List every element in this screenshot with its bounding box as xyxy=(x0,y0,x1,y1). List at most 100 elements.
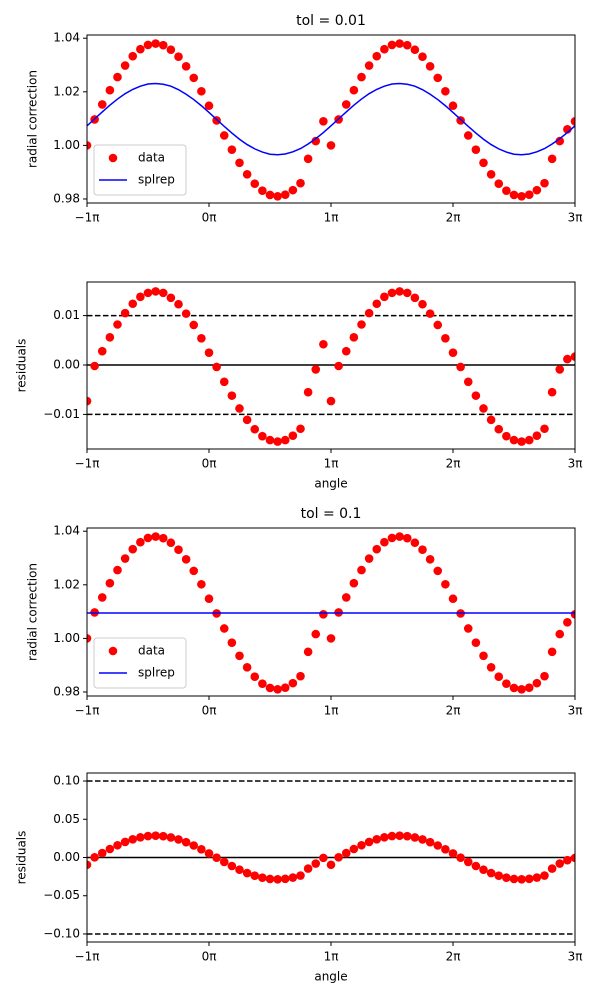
x-tick-label: 2π xyxy=(446,704,461,718)
x-tick-label: −1π xyxy=(75,950,100,964)
data-point xyxy=(258,431,267,441)
data-point xyxy=(273,874,282,884)
data-point xyxy=(349,844,359,854)
data-point xyxy=(143,40,153,50)
data-point xyxy=(402,533,412,543)
data-point xyxy=(509,190,519,200)
data-point xyxy=(204,348,214,357)
x-tick-label: 1π xyxy=(324,704,339,718)
data-point xyxy=(395,287,404,296)
data-point xyxy=(319,339,328,349)
x-tick-label: 3π xyxy=(568,704,583,718)
data-point xyxy=(136,537,145,547)
x-tick-label: 0π xyxy=(202,211,217,225)
data-point xyxy=(242,415,252,425)
data-point xyxy=(197,86,206,96)
data-point xyxy=(372,51,382,61)
data-point xyxy=(128,299,138,309)
data-point xyxy=(189,566,199,576)
y-tick-label: 1.04 xyxy=(53,31,80,45)
data-point xyxy=(494,179,504,189)
data-point xyxy=(341,848,351,858)
data-point xyxy=(319,116,328,126)
data-point xyxy=(288,431,298,440)
data-point xyxy=(235,865,244,875)
data-point xyxy=(433,566,443,576)
data-point xyxy=(158,40,168,50)
data-point xyxy=(334,361,343,371)
data-point xyxy=(143,831,153,841)
data-point xyxy=(524,435,534,445)
data-point xyxy=(471,391,481,400)
y-tick-label: −0.05 xyxy=(43,888,80,902)
data-point xyxy=(341,593,351,602)
data-point xyxy=(486,663,496,672)
data-point xyxy=(463,377,473,387)
data-point xyxy=(87,141,92,150)
data-point xyxy=(410,45,420,55)
x-tick-label: 0π xyxy=(202,704,217,718)
x-tick-label: 2π xyxy=(446,211,461,225)
data-point xyxy=(212,853,221,862)
data-point xyxy=(364,308,374,318)
data-point xyxy=(433,841,443,850)
data-point xyxy=(387,831,397,841)
data-point xyxy=(349,578,359,588)
data-point xyxy=(113,72,122,82)
y-tick-label: 1.02 xyxy=(53,84,80,98)
data-point xyxy=(486,170,496,179)
data-point xyxy=(555,859,565,868)
data-point xyxy=(227,391,237,400)
data-point xyxy=(509,874,519,884)
data-point xyxy=(502,186,511,195)
y-tick-label: 0.05 xyxy=(53,812,80,826)
data-point xyxy=(410,833,420,842)
data-point xyxy=(563,618,572,627)
data-point xyxy=(547,154,557,164)
data-point xyxy=(532,431,542,440)
data-point xyxy=(158,288,168,298)
data-point xyxy=(258,679,267,688)
data-point xyxy=(136,44,145,54)
data-point xyxy=(219,857,229,867)
data-point xyxy=(364,554,374,563)
data-point xyxy=(570,853,575,863)
data-point xyxy=(555,365,565,374)
data-point xyxy=(486,415,496,425)
x-tick-label: 3π xyxy=(568,457,583,471)
data-point xyxy=(242,663,252,672)
data-point xyxy=(547,647,557,657)
y-axis-label: residuals xyxy=(15,831,29,885)
data-point xyxy=(364,61,374,70)
data-point xyxy=(402,288,412,298)
data-point xyxy=(448,101,458,111)
data-point xyxy=(227,638,237,647)
data-point xyxy=(128,51,138,61)
y-axis-label: radial correction xyxy=(26,70,40,168)
data-point xyxy=(517,685,526,694)
data-point xyxy=(509,435,519,445)
data-point xyxy=(174,545,183,555)
data-point xyxy=(494,424,504,434)
data-point xyxy=(242,170,252,179)
data-point xyxy=(280,683,290,692)
legend-marker xyxy=(108,153,118,163)
data-point xyxy=(387,40,397,50)
data-point xyxy=(197,579,206,589)
data-point xyxy=(341,100,351,109)
data-point xyxy=(296,178,305,188)
data-point xyxy=(235,158,244,168)
data-point xyxy=(204,849,214,858)
legend-label: data xyxy=(138,151,165,165)
data-point xyxy=(349,333,359,342)
data-point xyxy=(364,837,374,847)
data-point xyxy=(471,145,481,154)
data-point xyxy=(151,532,160,541)
x-tick-label: −1π xyxy=(75,704,100,718)
data-point xyxy=(395,831,404,841)
data-point xyxy=(410,538,420,548)
data-point xyxy=(425,309,435,318)
x-tick-label: 2π xyxy=(446,457,461,471)
data-point xyxy=(441,86,450,96)
